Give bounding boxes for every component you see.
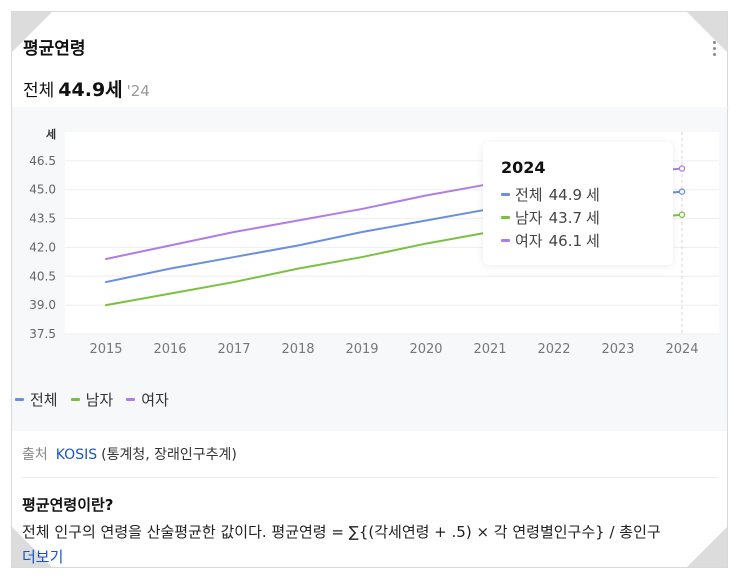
y-tick-label: 40.5 [29,269,56,283]
x-tick-label: 2015 [89,342,122,357]
definition-text: 전체 인구의 연령을 산술평균한 값이다. 평균연령 = ∑{(각세연령 + .… [22,523,661,541]
tooltip-year: 2024 [501,158,546,177]
tooltip-value: 44.9 [548,185,583,204]
tooltip-series-name: 남자 [515,209,543,227]
dot-icon [712,40,716,44]
x-tick-label: 2022 [537,342,570,357]
tooltip-unit: 세 [586,209,600,227]
summary-value: 44.9세 [58,79,123,101]
corner-fold-top-left [12,12,52,52]
tooltip-value: 43.7 [548,208,583,227]
y-tick-label: 46.5 [29,154,56,168]
legend-swatch-female [126,398,136,401]
legend-label: 전체 [30,391,58,409]
chart-tooltip: 2024 전체 44.9 세 남자 43.7 세 여자 46.1 세 [483,142,673,265]
tooltip-series-name: 전체 [515,186,543,204]
tooltip-row-total: 전체 44.9 세 [501,183,673,206]
definition-title: 평균연령이란? [22,496,114,514]
x-tick-label: 2017 [217,342,250,357]
y-tick-label: 42.0 [29,240,56,254]
tooltip-row-male: 남자 43.7 세 [501,206,673,229]
dot-icon [712,46,716,50]
tooltip-row-female: 여자 46.1 세 [501,229,673,252]
chart-legend: 전체 남자 여자 [15,389,169,410]
summary-label: 전체 [23,81,55,101]
card-title: 평균연령 [23,39,86,59]
dot-icon [712,52,716,56]
divider [22,477,717,478]
x-tick-label: 2024 [665,342,698,357]
swatch-female [501,239,510,242]
y-axis-label: 세 [46,127,56,141]
legend-item-total[interactable]: 전체 [15,389,58,410]
tooltip-unit: 세 [586,186,600,204]
y-tick-label: 45.0 [29,183,56,197]
legend-label: 여자 [141,391,169,409]
x-tick-label: 2016 [153,342,186,357]
legend-swatch-male [70,398,80,401]
source-label: 출처 [22,447,48,463]
swatch-total [501,193,510,196]
y-tick-label: 43.5 [29,212,56,226]
series-point [678,188,686,195]
x-tick-label: 2023 [601,342,634,357]
source-detail: (통계청, 장래인구추계) [101,447,237,463]
legend-item-male[interactable]: 남자 [70,389,114,410]
y-tick-label: 39.0 [29,298,56,312]
summary-year: '24 [126,82,150,100]
summary: 전체 44.9세 '24 [23,75,150,102]
tooltip-unit: 세 [586,232,600,250]
more-options-button[interactable] [704,34,724,62]
more-link[interactable]: 더보기 [22,548,64,566]
swatch-male [501,216,510,219]
legend-label: 남자 [85,391,114,409]
tooltip-value: 46.1 [548,231,583,250]
x-tick-label: 2020 [409,342,442,357]
corner-fold-bottom-right [687,527,727,567]
x-tick-label: 2018 [281,342,314,357]
source-link[interactable]: KOSIS [55,447,98,463]
tooltip-series-name: 여자 [515,232,543,250]
legend-swatch-total [15,398,24,401]
series-point [678,165,686,172]
y-tick-label: 37.5 [29,327,56,341]
x-tick-label: 2019 [345,342,378,357]
x-tick-label: 2021 [473,342,506,357]
corner-fold-top-right [687,12,727,52]
series-point [678,211,686,218]
source-line: 출처 KOSIS (통계청, 장래인구추계) [22,444,237,464]
corner-fold-bottom-left [12,527,52,567]
legend-item-female[interactable]: 여자 [126,389,169,410]
